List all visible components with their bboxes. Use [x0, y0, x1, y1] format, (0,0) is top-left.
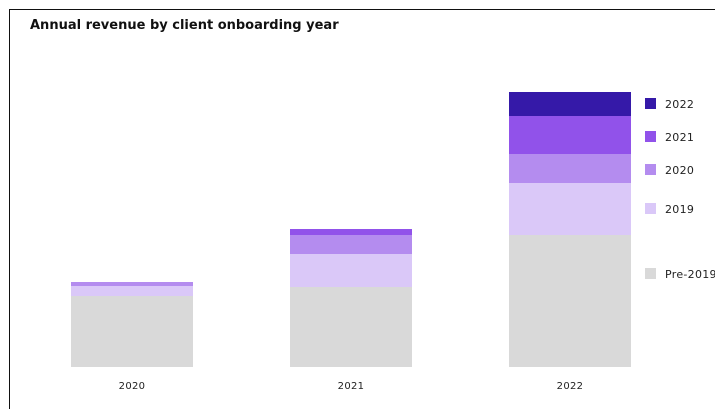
legend-swatch-2019 — [645, 203, 656, 214]
bar-segment-2021-2019 — [290, 254, 412, 287]
legend-swatch-2022 — [645, 98, 656, 109]
bar-segment-2022-2022 — [509, 92, 631, 116]
legend-swatch-2021 — [645, 131, 656, 142]
legend-label-2020: 2020 — [665, 164, 694, 177]
legend-label-pre-2019: Pre-2019 — [665, 268, 715, 281]
x-tick-label-2022: 2022 — [557, 381, 584, 392]
legend-swatch-pre-2019 — [645, 268, 656, 279]
chart-title: Annual revenue by client onboarding year — [30, 18, 339, 33]
stacked-bar-chart: 2020 2021 2022 2022 2021 2020 2019 Pre-2019 — [71, 92, 715, 392]
x-tick-label-2020: 2020 — [119, 381, 146, 392]
bar-segment-2021-2020 — [290, 235, 412, 254]
bar-segment-2022-2020 — [509, 154, 631, 183]
bar-segment-2021-2021 — [290, 229, 412, 235]
bar-segment-2022-pre-2019 — [509, 235, 631, 367]
legend-label-2019: 2019 — [665, 203, 694, 216]
bar-segment-2020-pre-2019 — [71, 296, 193, 367]
legend-label-2021: 2021 — [665, 131, 694, 144]
legend-label-2022: 2022 — [665, 98, 694, 111]
bar-segment-2022-2021 — [509, 116, 631, 154]
bar-segment-2022-2019 — [509, 183, 631, 235]
x-tick-label-2021: 2021 — [338, 381, 365, 392]
bar-segment-2020-2019 — [71, 286, 193, 296]
bar-segment-2021-pre-2019 — [290, 287, 412, 367]
bar-segment-2020-2020 — [71, 282, 193, 286]
legend-swatch-2020 — [645, 164, 656, 175]
chart-frame — [9, 9, 715, 409]
